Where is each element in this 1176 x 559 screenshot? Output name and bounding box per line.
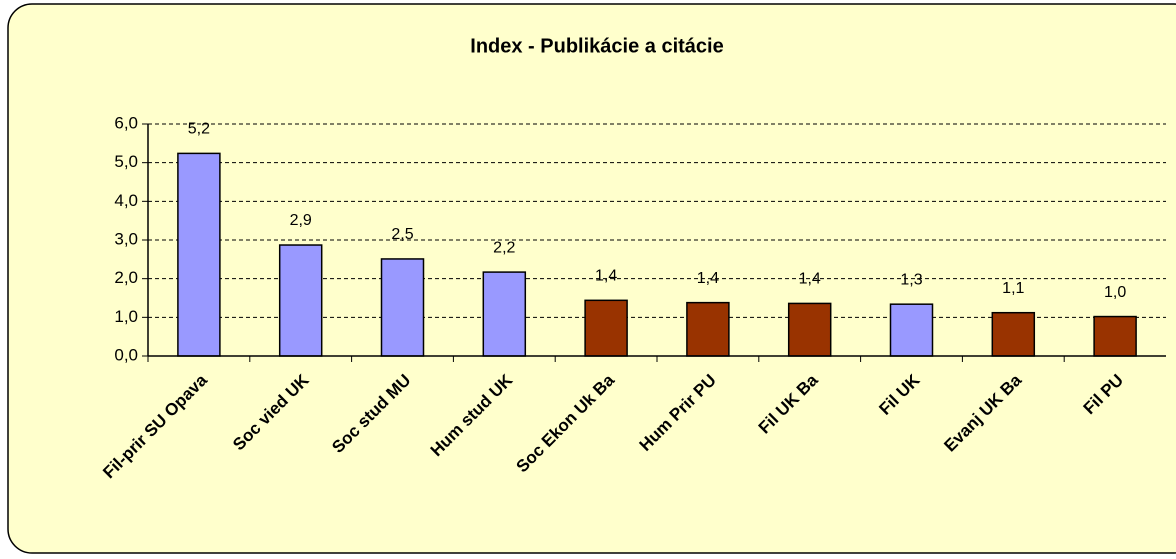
- bar: [889, 303, 934, 357]
- value-label: 1,4: [799, 271, 821, 288]
- y-tick-label: 0,0: [114, 345, 138, 364]
- value-label: 1,4: [697, 270, 719, 287]
- value-label: 5,2: [188, 121, 210, 138]
- bar: [584, 299, 628, 357]
- bar: [1093, 315, 1137, 357]
- value-label: 1,3: [900, 271, 922, 288]
- value-label: 2,9: [290, 212, 312, 229]
- value-label: 1,4: [595, 268, 617, 285]
- value-label: 2,5: [391, 226, 413, 243]
- bar: [177, 152, 221, 357]
- bar: [482, 271, 527, 357]
- bar: [686, 301, 730, 357]
- bar: [278, 244, 323, 357]
- value-label: 1,0: [1104, 284, 1126, 301]
- value-label: 2,2: [493, 239, 515, 256]
- y-tick-label: 5,0: [114, 152, 138, 171]
- value-label: 1,1: [1002, 280, 1024, 297]
- y-tick-label: 4,0: [114, 191, 138, 210]
- bar: [380, 258, 425, 357]
- y-tick-label: 6,0: [114, 113, 138, 132]
- chart-title: Index - Publikácie a citácie: [470, 35, 723, 57]
- y-tick-label: 2,0: [114, 268, 138, 287]
- y-tick-label: 1,0: [114, 307, 138, 326]
- y-tick-label: 3,0: [114, 229, 138, 248]
- bar: [991, 311, 1036, 357]
- bar: [787, 302, 832, 357]
